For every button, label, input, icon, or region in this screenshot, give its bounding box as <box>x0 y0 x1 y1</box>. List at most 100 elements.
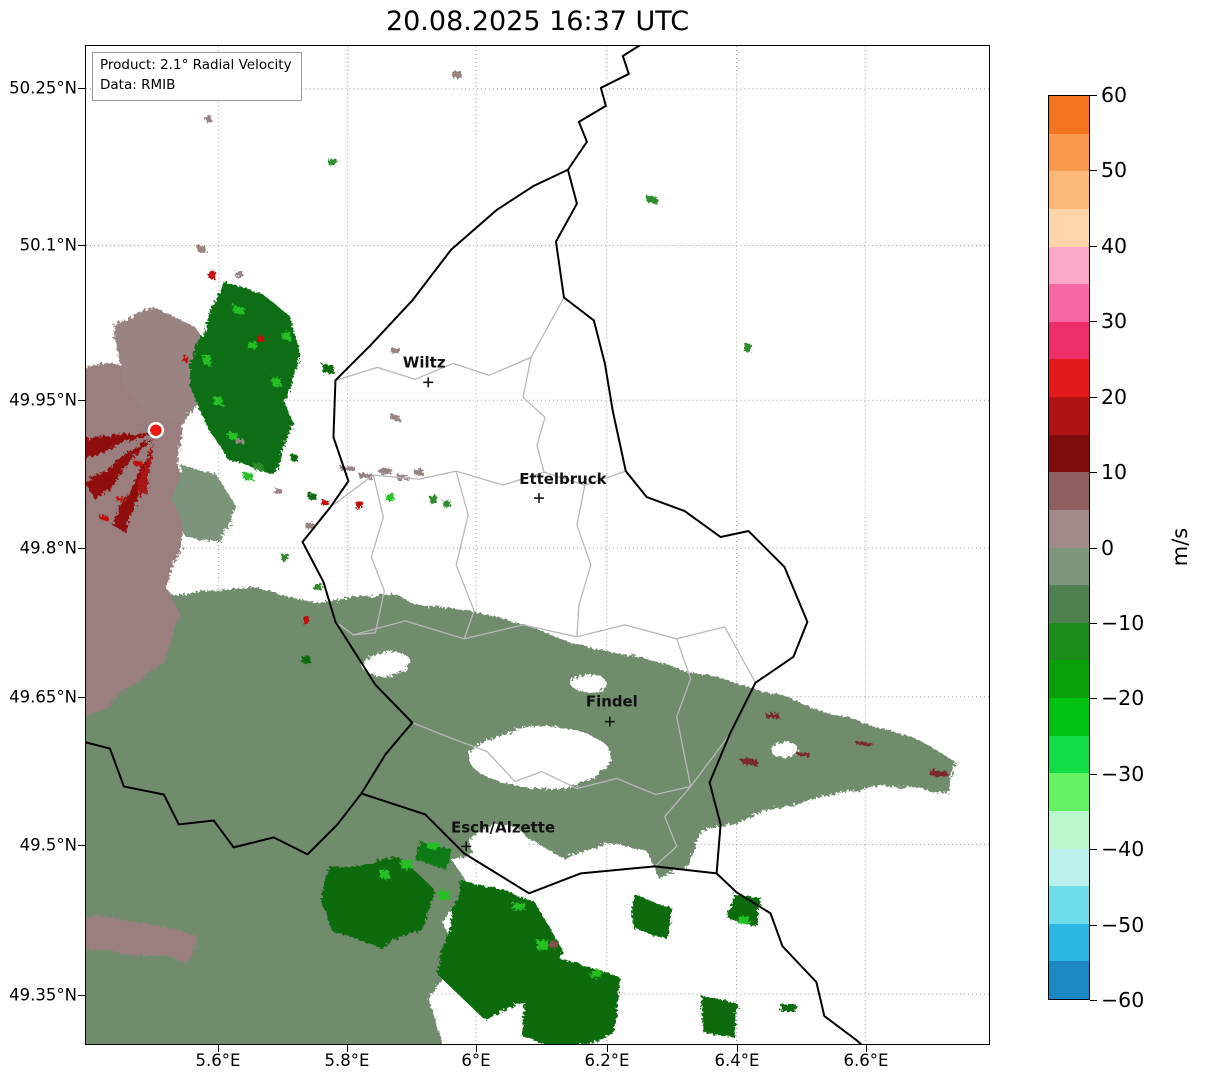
colorbar-tick-label: 50 <box>1101 158 1128 183</box>
field-speckle <box>237 440 246 447</box>
map-plot-area: Wiltz Ettelbruck Findel Esch/Alzette Produc… <box>85 45 990 1045</box>
colorbar-tick-mark <box>1090 773 1097 775</box>
field-hole <box>359 650 412 675</box>
field-region-mauve-west <box>86 363 188 713</box>
colorbar-tick-label: 30 <box>1101 309 1128 334</box>
field-speckle <box>388 345 398 352</box>
belgium-germany-border <box>566 46 641 171</box>
luxembourg-outline <box>301 168 809 895</box>
y-tick-mark <box>78 697 85 698</box>
colorbar-tick-mark <box>1090 245 1097 247</box>
colorbar-segment <box>1049 171 1089 209</box>
field-speckle <box>396 474 408 480</box>
city-label: Ettelbruck <box>519 470 607 488</box>
field-speckle <box>359 473 372 479</box>
y-tick-label: 50.1°N <box>19 235 77 255</box>
field-speckle <box>298 612 306 620</box>
colorbar-segment <box>1049 434 1089 473</box>
x-tick-label: 6.4°E <box>714 1051 760 1070</box>
radar-site-layer <box>147 421 165 439</box>
colorbar-tick-mark <box>1090 622 1097 624</box>
field-speckle <box>201 355 211 364</box>
colorbar-segment <box>1049 397 1089 435</box>
colorbar-segment <box>1049 622 1089 661</box>
field-speckle <box>590 970 602 979</box>
field-region-dark-green-bottom-4 <box>633 897 672 936</box>
colorbar-segment <box>1049 321 1089 360</box>
field-speckle <box>257 335 264 343</box>
colorbar-tick-label: −60 <box>1101 988 1145 1012</box>
colorbar-segment <box>1049 96 1089 134</box>
y-tick-mark <box>78 245 85 246</box>
city-label: Wiltz <box>403 353 446 371</box>
district-line-5 <box>455 470 475 640</box>
field-speckle <box>290 455 298 462</box>
x-tick-label: 5.8°E <box>324 1051 370 1070</box>
colorbar-segment <box>1049 509 1089 548</box>
cities-layer: Wiltz Ettelbruck Findel Esch/Alzette <box>403 353 638 852</box>
field-region-dark-red-wedge-2 <box>86 437 156 500</box>
field-hole <box>674 900 715 925</box>
city-label: Findel <box>586 693 638 711</box>
colorbar-tick-label: 60 <box>1101 83 1128 107</box>
district-line-9 <box>676 638 692 787</box>
district-line-3 <box>522 357 546 473</box>
field-hole <box>468 726 612 787</box>
field-speckle <box>736 914 748 923</box>
field-speckle <box>547 939 557 947</box>
field-region-sage-south <box>86 584 957 1044</box>
colorbar-tick-label: −20 <box>1101 686 1145 711</box>
x-tick-label: 6°E <box>461 1051 491 1070</box>
field-speckle <box>391 415 400 422</box>
x-tick-mark <box>218 1045 219 1052</box>
radar-map: Wiltz Ettelbruck Findel Esch/Alzette <box>86 46 989 1044</box>
colorbar-tick-mark <box>1090 95 1097 96</box>
field-speckle <box>379 870 390 879</box>
field-region-dark-green-esch <box>417 842 454 871</box>
field-speckle <box>275 490 284 497</box>
field-speckle <box>379 469 393 475</box>
product-info-box: Product: 2.1° Radial Velocity Data: RMIB <box>92 52 302 102</box>
district-line-8 <box>412 722 731 796</box>
field-hole <box>571 675 608 694</box>
district-line-7 <box>576 484 592 637</box>
field-speckle <box>453 71 463 79</box>
field-region-mauve-north-radar <box>115 307 210 424</box>
x-tick-label: 6.6°E <box>843 1051 889 1070</box>
field-speckle <box>302 656 312 664</box>
x-tick-label: 6.2°E <box>584 1051 630 1070</box>
field-region-dark-green-bottom-6 <box>726 889 761 926</box>
field-speckle <box>384 493 394 501</box>
radar-site-dot <box>147 421 165 439</box>
field-speckle <box>932 772 949 778</box>
field-speckle <box>323 365 334 374</box>
field-speckle <box>205 116 213 123</box>
field-speckle <box>355 501 363 509</box>
field-speckle <box>428 495 437 502</box>
colorbar <box>1048 95 1090 1000</box>
colorbar-tick-mark <box>1090 321 1097 323</box>
field-speckle <box>179 353 186 360</box>
y-tick-label: 49.5°N <box>19 835 77 855</box>
field-speckle <box>249 343 259 352</box>
y-tick-mark <box>78 845 85 846</box>
colorbar-tick-mark <box>1090 1000 1097 1001</box>
district-line-10 <box>654 786 692 867</box>
field-speckle <box>235 271 244 278</box>
field-speckle <box>306 523 315 530</box>
y-tick-label: 49.65°N <box>9 687 77 707</box>
colorbar-segment <box>1049 923 1089 962</box>
y-tick-label: 49.95°N <box>9 390 77 410</box>
city-label: Esch/Alzette <box>451 818 555 836</box>
field-region-dark-green-northeast <box>185 283 302 474</box>
country-borders-layer <box>86 46 863 1044</box>
field-speckle <box>229 433 239 442</box>
colorbar-segment <box>1049 848 1089 887</box>
colorbar-tick-label: 10 <box>1101 460 1128 485</box>
colorbar-segment <box>1049 284 1089 322</box>
y-tick-label: 49.8°N <box>19 538 77 558</box>
colorbar-tick-mark <box>1090 472 1097 474</box>
colorbar-segment <box>1049 810 1089 849</box>
field-speckle <box>511 900 524 909</box>
